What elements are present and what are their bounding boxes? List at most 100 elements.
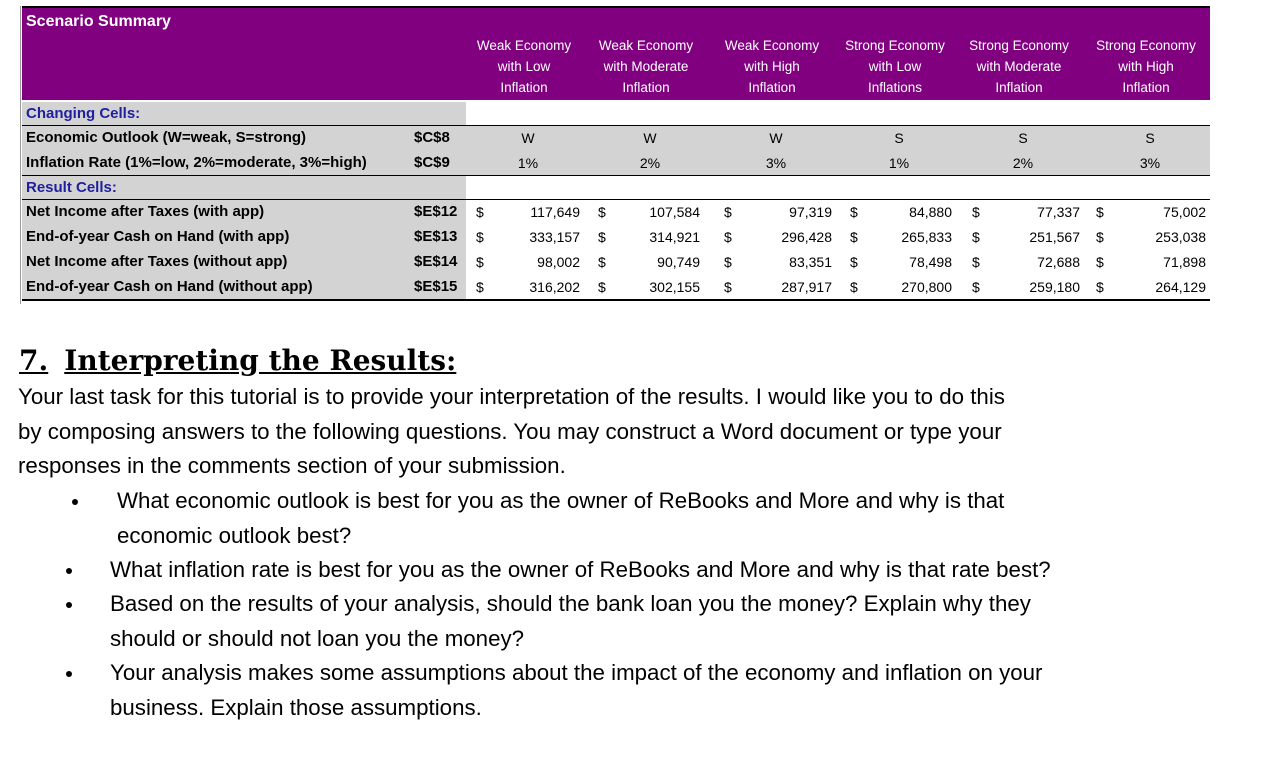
row-border: [22, 125, 1210, 126]
currency-symbol: $: [1096, 229, 1104, 245]
changing-value: 2%: [639, 155, 661, 171]
header-band: [22, 8, 1210, 100]
intro-line: responses in the comments section of you…: [18, 453, 566, 478]
result-value: 333,157: [529, 229, 580, 245]
result-value: 97,319: [789, 204, 832, 220]
scenario-header: Weak Economy with Low Inflation: [460, 35, 588, 98]
result-value: 78,498: [909, 254, 952, 270]
cell-reference: $E$15: [414, 278, 458, 295]
label-fill: [22, 275, 466, 300]
bullet-dot: [66, 568, 72, 574]
scenario-header-line: Inflation: [622, 80, 670, 95]
result-value: 77,337: [1037, 204, 1080, 220]
result-value: 72,688: [1037, 254, 1080, 270]
bullet-dot: [66, 671, 72, 677]
question-line: economic outlook best?: [117, 522, 352, 548]
currency-symbol: $: [724, 279, 732, 295]
result-value: 90,749: [657, 254, 700, 270]
changing-value: S: [1145, 130, 1155, 146]
scenario-header-line: Inflation: [748, 80, 796, 95]
changing-row: Inflation Rate (1%=low, 2%=moderate, 3%=…: [22, 151, 1210, 176]
cell-reference: $E$12: [414, 203, 458, 220]
label-fill: [22, 250, 466, 275]
label-fill: [22, 151, 1210, 176]
cell-reference: $C$8: [414, 129, 450, 146]
currency-symbol: $: [850, 229, 858, 245]
currency-symbol: $: [972, 204, 980, 220]
row-label: Net Income after Taxes (with app): [26, 203, 265, 220]
cell-reference: $E$13: [414, 228, 458, 245]
scenario-header-line: with Moderate: [976, 59, 1062, 74]
scenario-header-line: with High: [744, 59, 800, 74]
result-value: 259,180: [1029, 279, 1080, 295]
section-label: Result Cells:: [26, 179, 117, 196]
row-label: Inflation Rate (1%=low, 2%=moderate, 3%=…: [26, 154, 367, 171]
result-value: 316,202: [529, 279, 580, 295]
cell-reference: $C$9: [414, 154, 450, 171]
changing-value: 2%: [1012, 155, 1034, 171]
scenario-header-line: Inflation: [995, 80, 1043, 95]
currency-symbol: $: [1096, 254, 1104, 270]
currency-symbol: $: [476, 229, 484, 245]
intro-line: Your last task for this tutorial is to p…: [18, 384, 1005, 409]
currency-symbol: $: [476, 204, 484, 220]
label-fill: [22, 225, 466, 250]
intro-line: by composing answers to the following qu…: [18, 418, 1002, 444]
result-value: 314,921: [649, 229, 700, 245]
currency-symbol: $: [724, 254, 732, 270]
result-value: 71,898: [1163, 254, 1206, 270]
result-value: 287,917: [781, 279, 832, 295]
scenario-header-line: with Low: [868, 59, 922, 74]
result-row: End-of-year Cash on Hand (without app) $E…: [22, 275, 1210, 300]
scenario-header: Weak Economy with High Inflation: [708, 35, 836, 98]
changing-value: 3%: [765, 155, 787, 171]
section-title: Interpreting the Results:: [64, 344, 457, 377]
currency-symbol: $: [850, 279, 858, 295]
scenario-header-line: with Moderate: [603, 59, 689, 74]
result-value: 296,428: [781, 229, 832, 245]
row-label: Net Income after Taxes (without app): [26, 253, 288, 270]
scenario-summary-table: Scenario Summary Weak Economy with Low Inf…: [18, 6, 1212, 304]
changing-value: 1%: [517, 155, 539, 171]
row-label: End-of-year Cash on Hand (with app): [26, 228, 290, 245]
row-label: Economic Outlook (W=weak, S=strong): [26, 129, 307, 146]
question-line: Your analysis makes some assumptions abo…: [110, 660, 1043, 685]
scenario-header-line: Strong Economy: [845, 38, 945, 53]
scenario-header: Weak Economy with Moderate Inflation: [582, 35, 710, 98]
changing-cells-label: Changing Cells:: [22, 102, 1210, 126]
question-line: What inflation rate is best for you as t…: [110, 557, 1051, 582]
currency-symbol: $: [476, 279, 484, 295]
question-line: should or should not loan you the money?: [110, 625, 525, 651]
currency-symbol: $: [972, 229, 980, 245]
result-value: 265,833: [901, 229, 952, 245]
changing-value: W: [521, 130, 535, 146]
scenario-header-line: Inflation: [1122, 80, 1170, 95]
scenario-header: Strong Economy with High Inflation: [1082, 35, 1210, 98]
question-line: Based on the results of your analysis, s…: [110, 591, 1031, 616]
section-heading: 7. Interpreting the Results:: [19, 344, 456, 377]
result-value: 83,351: [789, 254, 832, 270]
scenario-header-line: Weak Economy: [724, 38, 820, 53]
currency-symbol: $: [1096, 279, 1104, 295]
changing-value: W: [769, 130, 783, 146]
question-line: business. Explain those assumptions.: [110, 694, 482, 720]
currency-symbol: $: [598, 254, 606, 270]
scenario-header-line: Weak Economy: [476, 38, 572, 53]
cell-reference: $E$14: [414, 253, 458, 270]
result-row: End-of-year Cash on Hand (with app) $E$13…: [22, 225, 1210, 250]
bullet-dot: [72, 499, 78, 505]
currency-symbol: $: [724, 204, 732, 220]
result-value: 264,129: [1155, 279, 1206, 295]
scenario-header-line: Inflations: [867, 80, 923, 95]
currency-symbol: $: [850, 204, 858, 220]
changing-value: S: [894, 130, 904, 146]
result-value: 117,649: [530, 204, 580, 220]
result-value: 251,567: [1029, 229, 1080, 245]
question-line: What economic outlook is best for you as…: [117, 488, 1005, 513]
currency-symbol: $: [598, 204, 606, 220]
changing-value: W: [643, 130, 657, 146]
result-row: Net Income after Taxes (without app) $E$1…: [22, 250, 1210, 275]
label-fill: [22, 102, 466, 126]
scenario-header: Strong Economy with Moderate Inflation: [955, 35, 1083, 98]
changing-value: 1%: [888, 155, 910, 171]
